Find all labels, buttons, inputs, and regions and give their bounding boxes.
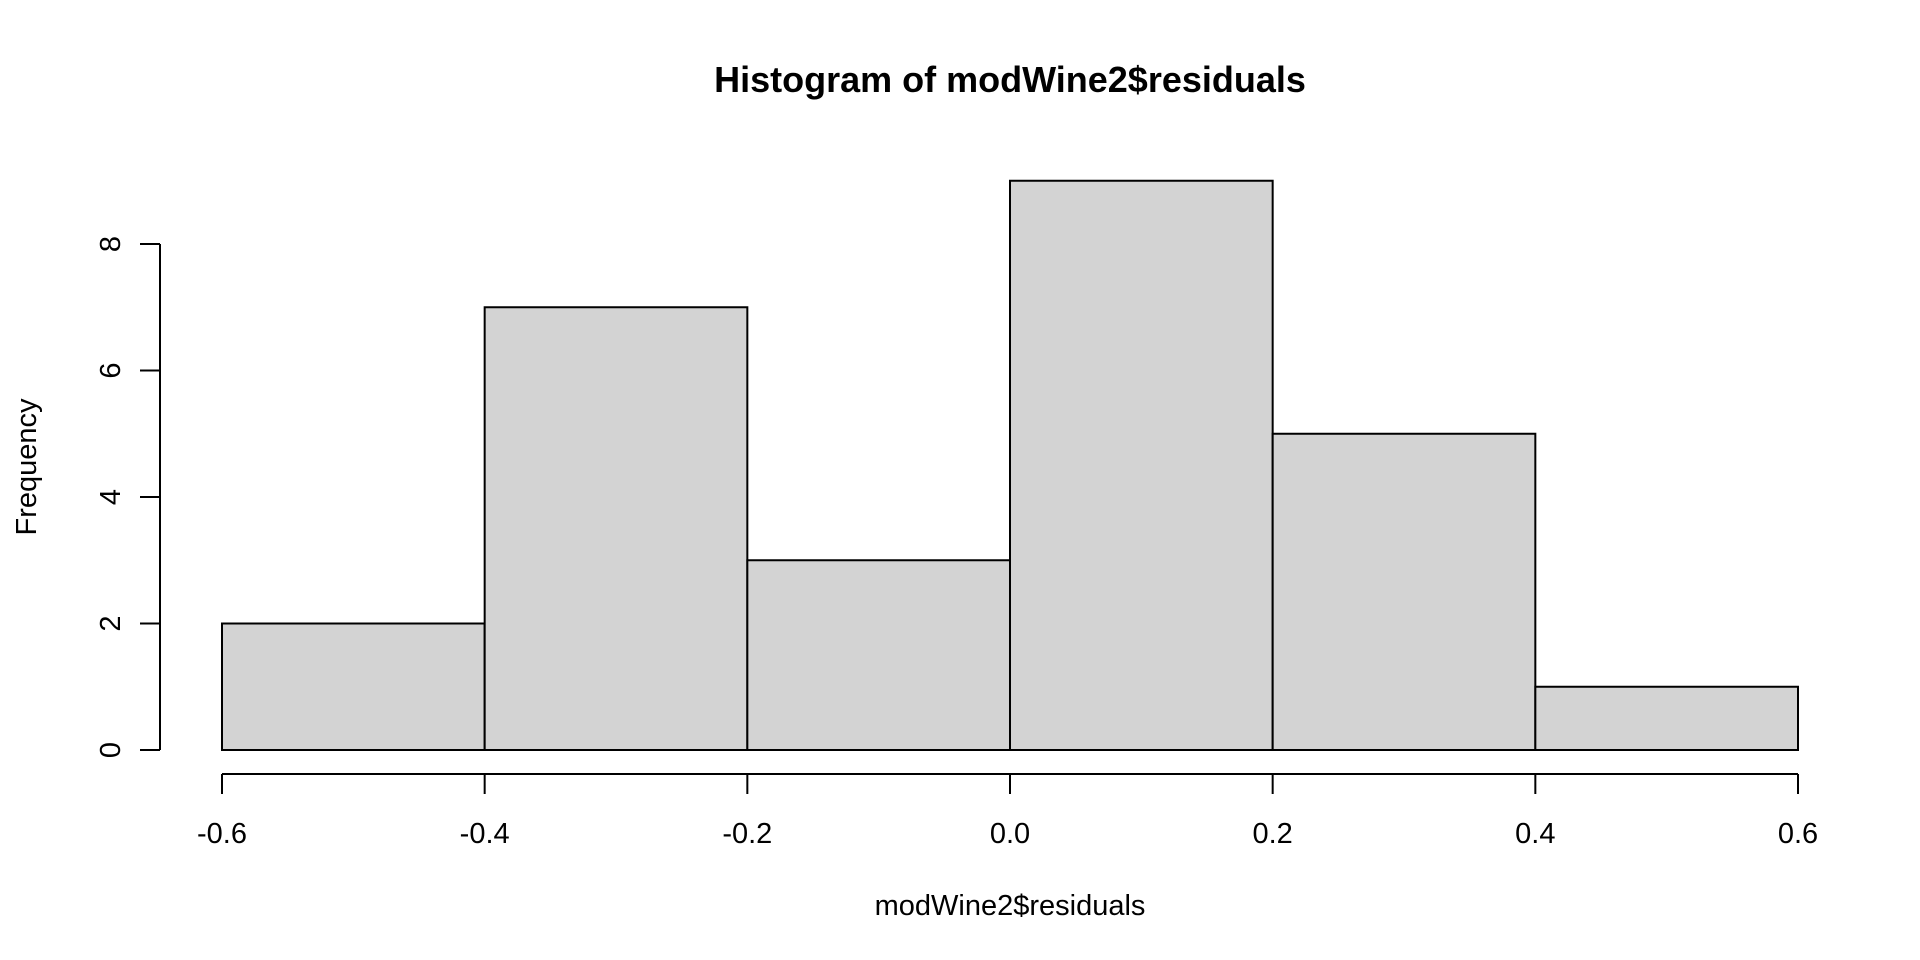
histogram-bar	[1534, 685, 1800, 751]
histogram-bar	[746, 559, 1011, 751]
x-axis: -0.6 -0.4 -0.2 0.0 0.2 0.4 0.6	[197, 773, 1818, 850]
x-tick-label: -0.4	[460, 818, 510, 850]
histogram-bar	[221, 622, 486, 751]
y-axis: 0 2 4 6 8	[95, 236, 161, 758]
x-tick-label: 0.4	[1515, 818, 1555, 850]
y-tick-label: 8	[95, 236, 127, 252]
y-tick-label: 0	[95, 742, 127, 758]
histogram-bar	[1009, 179, 1274, 751]
histogram-bar	[1271, 432, 1537, 751]
x-tick-label: -0.2	[722, 818, 772, 850]
chart-title: Histogram of modWine2$residuals	[714, 59, 1306, 100]
x-axis-label: modWine2$residuals	[875, 890, 1146, 922]
x-tick-label: 0.6	[1778, 818, 1818, 850]
y-tick-label: 6	[95, 362, 127, 378]
x-tick-label: 0.0	[990, 818, 1030, 850]
x-tick-label: -0.6	[197, 818, 247, 850]
histogram-bar	[483, 306, 749, 751]
x-tick-label: 0.2	[1253, 818, 1293, 850]
y-axis-label: Frequency	[11, 398, 43, 536]
y-tick-label: 2	[95, 615, 127, 631]
histogram-bars	[221, 179, 1800, 751]
y-tick-label: 4	[95, 489, 127, 505]
